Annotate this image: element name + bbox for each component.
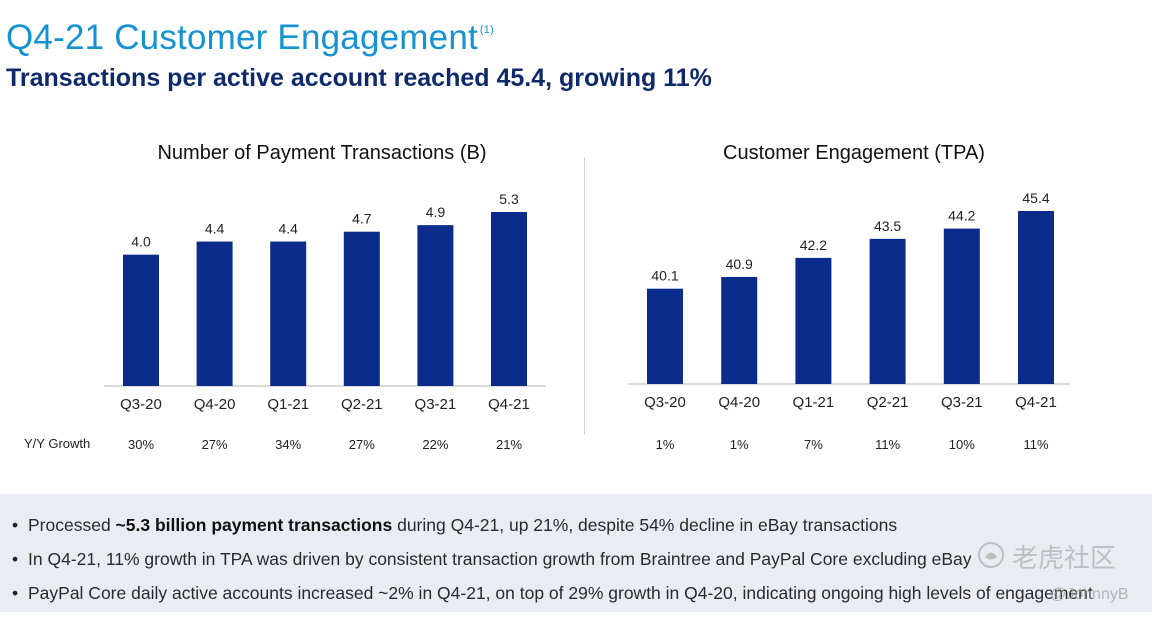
data-label: 43.5 <box>874 218 901 234</box>
bullet-dot: • <box>12 583 19 603</box>
bullet-bold-text: ~5.3 billion payment transactions <box>115 515 393 535</box>
bullet-list: • Processed ~5.3 billion payment transact… <box>12 508 1132 610</box>
growth-value: 11% <box>1023 437 1048 452</box>
bullet-text: In Q4-21, 11% growth in TPA was driven b… <box>28 549 972 569</box>
watermark-text: 老虎社区 <box>1012 544 1117 574</box>
x-tick-label: Q3-21 <box>415 396 457 413</box>
x-tick-label: Q4-20 <box>718 394 760 411</box>
x-tick-label: Q4-21 <box>488 396 530 413</box>
x-tick-label: Q4-21 <box>1015 394 1057 411</box>
page-subtitle: Transactions per active account reached … <box>6 64 712 92</box>
bar <box>869 238 906 384</box>
x-tick-label: Q3-21 <box>941 394 983 411</box>
bullet-dot: • <box>12 549 19 569</box>
x-tick-label: Q2-21 <box>867 394 909 411</box>
growth-value: 7% <box>804 437 823 452</box>
bullet-text: Processed <box>28 515 116 535</box>
growth-value: 34% <box>275 437 301 452</box>
bullet-item: • PayPal Core daily active accounts incre… <box>12 576 1132 610</box>
bullet-panel: • Processed ~5.3 billion payment transact… <box>0 494 1152 612</box>
chart-title: Number of Payment Transactions (B) <box>157 142 486 164</box>
bullet-item: • In Q4-21, 11% growth in TPA was driven … <box>12 542 1132 576</box>
growth-row-label: Y/Y Growth <box>24 436 91 451</box>
title-footnote: (1) <box>479 24 494 36</box>
growth-value: 10% <box>949 437 975 452</box>
growth-value: 22% <box>422 437 448 452</box>
growth-value: 27% <box>349 437 375 452</box>
bullet-text: during Q4-21, up 21%, despite 54% declin… <box>392 515 898 535</box>
customer-engagement-chart: Customer Engagement (TPA) 40.1 Q3-20 1% 40.9… <box>628 142 1070 452</box>
bar <box>491 212 527 386</box>
bar <box>943 228 980 384</box>
watermark-user: @JohnnyB <box>1050 586 1129 603</box>
bar <box>417 225 454 386</box>
page-title-text: Q4-21 Customer Engagement <box>6 18 478 57</box>
chart-title: Customer Engagement (TPA) <box>723 142 985 164</box>
x-tick-label: Q3-20 <box>644 394 686 411</box>
payment-transactions-chart: Number of Payment Transactions (B) 4.0 Q3-… <box>104 142 546 452</box>
bullet-dot: • <box>12 515 19 535</box>
bar <box>123 254 159 386</box>
x-tick-label: Q1-21 <box>793 394 835 411</box>
bar <box>795 257 832 384</box>
data-label: 45.4 <box>1022 190 1049 206</box>
data-label: 4.4 <box>278 221 298 237</box>
data-label: 40.9 <box>726 256 753 272</box>
growth-value: 1% <box>656 437 675 452</box>
page-title: Q4-21 Customer Engagement (1) <box>6 18 494 58</box>
data-label: 5.3 <box>499 191 519 207</box>
bar <box>647 288 683 384</box>
data-label: 40.1 <box>651 268 678 284</box>
growth-value: 1% <box>730 437 749 452</box>
bar <box>721 276 758 384</box>
data-label: 4.4 <box>205 221 225 237</box>
chart-divider <box>584 158 585 434</box>
x-tick-label: Q3-20 <box>120 396 162 413</box>
growth-value: 27% <box>202 437 228 452</box>
growth-value: 21% <box>496 437 522 452</box>
data-label: 4.0 <box>131 234 151 250</box>
bar <box>270 241 307 386</box>
growth-value: 30% <box>128 437 154 452</box>
bullet-text: PayPal Core daily active accounts increa… <box>28 583 1093 603</box>
bar <box>196 241 233 386</box>
data-label: 4.9 <box>426 204 446 220</box>
growth-value: 11% <box>875 437 900 452</box>
tiger-logo-icon <box>978 542 1004 568</box>
bar <box>1018 211 1054 384</box>
bar <box>343 231 380 386</box>
x-tick-label: Q1-21 <box>267 396 309 413</box>
data-label: 4.7 <box>352 211 372 227</box>
bullet-item: • Processed ~5.3 billion payment transact… <box>12 508 1132 542</box>
x-tick-label: Q4-20 <box>194 396 236 413</box>
data-label: 42.2 <box>800 237 827 253</box>
x-tick-label: Q2-21 <box>341 396 383 413</box>
data-label: 44.2 <box>948 208 975 224</box>
